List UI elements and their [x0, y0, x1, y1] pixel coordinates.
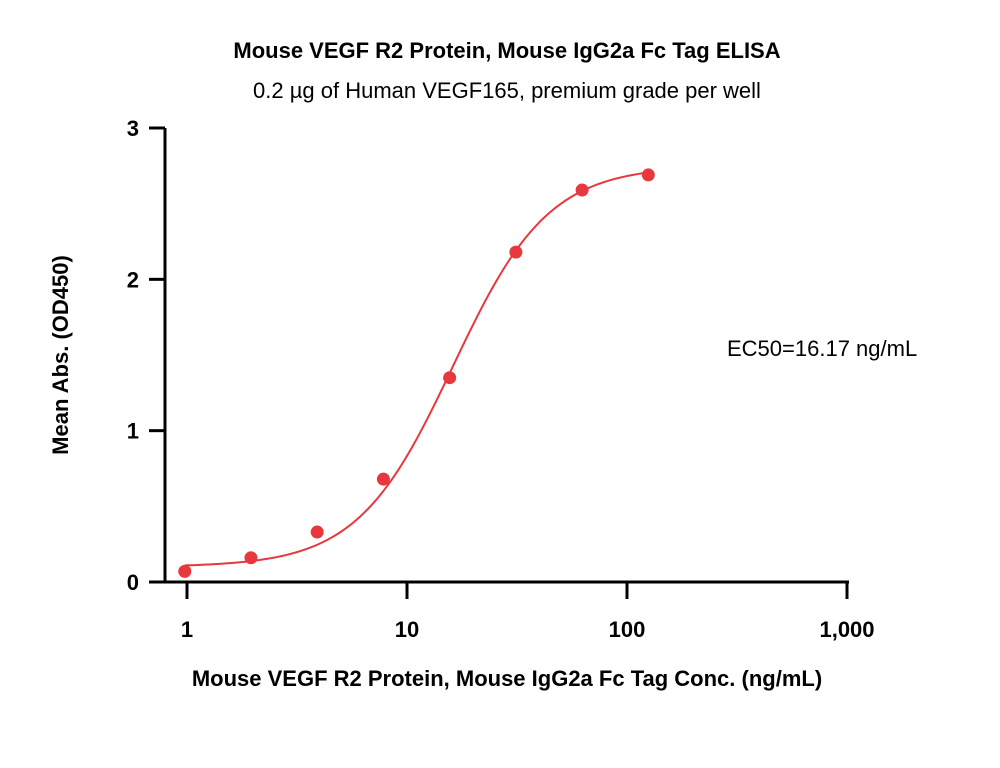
x-tick-label: 10 [395, 617, 419, 642]
x-axis-label: Mouse VEGF R2 Protein, Mouse IgG2a Fc Ta… [192, 666, 822, 691]
data-point [376, 472, 390, 486]
tick-labels: 0 1 2 3 1 10 100 1,000 [127, 116, 875, 642]
chart-title: Mouse VEGF R2 Protein, Mouse IgG2a Fc Ta… [233, 38, 780, 63]
y-tick-label: 3 [127, 116, 139, 141]
x-tick-label: 100 [609, 617, 646, 642]
data-points [178, 168, 655, 578]
data-point [443, 371, 457, 385]
tick-marks [149, 126, 849, 599]
y-tick-label: 0 [127, 570, 139, 595]
data-point [641, 168, 655, 182]
x-tick-label: 1,000 [819, 617, 874, 642]
data-point [509, 245, 523, 259]
data-point [575, 183, 589, 197]
axes [163, 128, 849, 584]
data-point [178, 564, 192, 578]
data-point [310, 525, 324, 539]
x-tick-label: 1 [181, 617, 193, 642]
y-tick-label: 1 [127, 419, 139, 444]
ec50-annotation: EC50=16.17 ng/mL [727, 336, 917, 361]
y-tick-label: 2 [127, 267, 139, 292]
y-axis-label: Mean Abs. (OD450) [48, 255, 73, 455]
data-point [244, 551, 258, 565]
chart-subtitle: 0.2 µg of Human VEGF165, premium grade p… [253, 78, 761, 103]
fit-curve [184, 171, 649, 567]
